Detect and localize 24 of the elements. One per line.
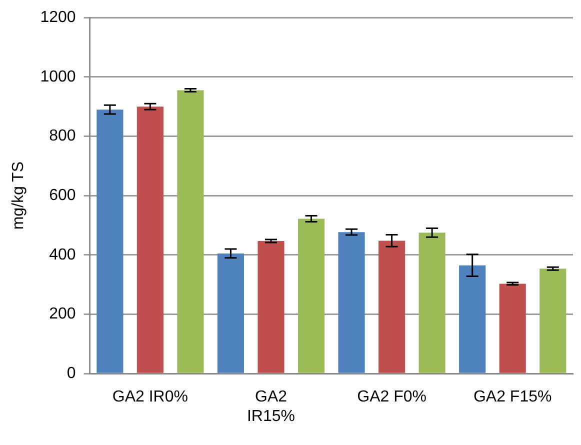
bar: [378, 240, 406, 373]
y-tick-label: 1200: [40, 9, 76, 26]
x-tick-label: GA2 F15%: [473, 388, 552, 406]
bar: [217, 253, 244, 373]
bar: [298, 218, 325, 373]
bar: [177, 90, 204, 373]
y-tick-label: 400: [49, 246, 76, 264]
x-tick-label: GA2 F0%: [357, 388, 426, 406]
y-tick-label: 600: [49, 187, 76, 204]
y-axis-title: mg/kg TS: [10, 162, 28, 230]
bar: [540, 268, 566, 373]
bar: [258, 240, 284, 373]
bar: [418, 232, 446, 373]
bar: [459, 265, 486, 373]
y-tick-label: 200: [49, 306, 76, 323]
y-tick-label: 800: [49, 128, 76, 145]
y-tick-label: 1000: [40, 68, 76, 86]
bar: [96, 110, 124, 373]
x-tick-label: GA2 IR15%: [246, 388, 296, 425]
y-tick-label: 0: [66, 365, 76, 382]
bar: [338, 232, 365, 373]
bar: [499, 284, 526, 373]
x-tick-label: GA2 IR0%: [112, 388, 188, 406]
bar: [136, 106, 164, 373]
